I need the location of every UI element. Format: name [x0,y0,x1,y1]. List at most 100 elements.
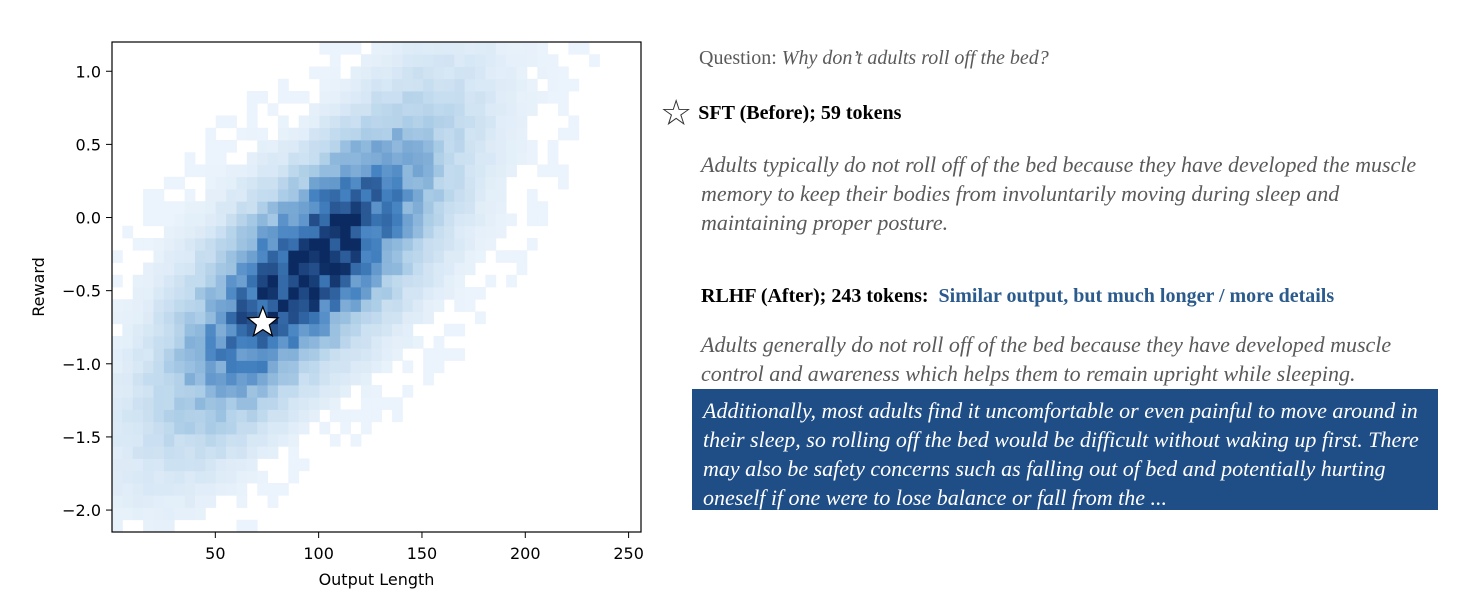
heatmap-cell [236,519,248,533]
heatmap-cell [329,164,341,178]
heatmap-cell [236,213,248,227]
heatmap-cell [412,78,424,92]
heatmap-cell [329,385,341,398]
heatmap-cell [298,225,310,239]
heatmap-cell [547,78,559,92]
heatmap-cell [360,213,372,227]
heatmap-cell [309,323,320,337]
heatmap-cell [298,287,310,300]
heatmap-cell [547,140,559,153]
heatmap-cell [143,189,154,202]
heatmap-cell [423,360,434,374]
heatmap-cell [215,299,227,312]
heatmap-cell [371,42,383,55]
heatmap-cell [350,409,362,423]
heatmap-cell [288,446,300,459]
heatmap-cell [205,274,217,288]
heatmap-cell [277,176,289,190]
heatmap-cell [402,66,414,80]
heatmap-cell [298,238,310,251]
heatmap-cell [215,115,227,129]
heatmap-cell [122,385,134,398]
heatmap-cell [236,385,248,398]
heatmap-cell [174,311,186,325]
heatmap-cell [360,336,372,349]
heatmap-cell [288,348,300,361]
heatmap-cell [174,262,186,276]
heatmap-cell [174,336,186,349]
heatmap-cell [194,421,206,435]
heatmap-cell [340,78,351,92]
heatmap-cell [464,127,476,141]
heatmap-cell [454,152,466,165]
heatmap-cell [360,299,372,312]
heatmap-cell [464,262,476,276]
heatmap-cell [236,274,248,288]
heatmap-cell [443,115,455,129]
heatmap-cell [194,446,206,459]
heatmap-cell [350,66,362,80]
heatmap-cell [215,152,227,165]
heatmap-cell [236,348,248,361]
heatmap-cell [433,287,445,300]
heatmap-cell [163,299,175,312]
heatmap-cell [423,299,434,312]
heatmap-cell [122,397,134,410]
heatmap-cell [257,152,268,165]
heatmap-cell [163,421,175,435]
heatmap-cell [205,213,217,227]
heatmap-cell [340,115,351,129]
heatmap-cell [412,262,424,276]
heatmap-cell [350,189,362,202]
heatmap-cell [257,213,268,227]
heatmap-cell [433,360,445,374]
heatmap-cell [143,262,154,276]
heatmap-cell [226,115,237,129]
heatmap-cell [537,42,549,55]
heatmap-cell [194,262,206,276]
heatmap-cell [360,66,372,80]
heatmap-cell [205,299,217,312]
heatmap-cell [319,348,331,361]
heatmap-cell [194,336,206,349]
heatmap-cell [215,225,227,239]
heatmap-cell [298,189,310,202]
heatmap-cell [475,152,486,165]
heatmap-cell [360,287,372,300]
heatmap-cell [298,201,310,214]
heatmap-cell [319,78,331,92]
heatmap-cell [464,91,476,104]
heatmap-cell [392,274,403,288]
heatmap-cell [267,176,279,190]
heatmap-cell [485,201,497,214]
heatmap-cell [516,54,528,67]
heatmap-cell [226,483,237,496]
heatmap-cell [267,262,279,276]
heatmap-cell [423,42,434,55]
heatmap-cell [402,164,414,178]
heatmap-cell [153,201,165,214]
heatmap-cell [402,103,414,116]
heatmap-cell [246,103,258,116]
heatmap-cell [423,140,434,153]
heatmap-cell [226,323,237,337]
heatmap-cell [392,250,403,263]
heatmap-cell [267,434,279,447]
heatmap-cell [454,176,466,190]
heatmap-cell [153,434,165,447]
heatmap-cell [319,421,331,435]
heatmap-cell [257,164,268,178]
heatmap-cell [205,360,217,374]
heatmap-cell [547,91,559,104]
heatmap-cell [464,164,476,178]
heatmap-cell [340,140,351,153]
heatmap-cell [246,201,258,214]
heatmap-cell [485,54,497,67]
heatmap-cell [246,213,258,227]
heatmap-cell [350,323,362,337]
heatmap-cell [163,238,175,251]
heatmap-cell [153,238,165,251]
heatmap-cell [143,201,154,214]
heatmap-cell [298,409,310,423]
heatmap-cell [174,201,186,214]
